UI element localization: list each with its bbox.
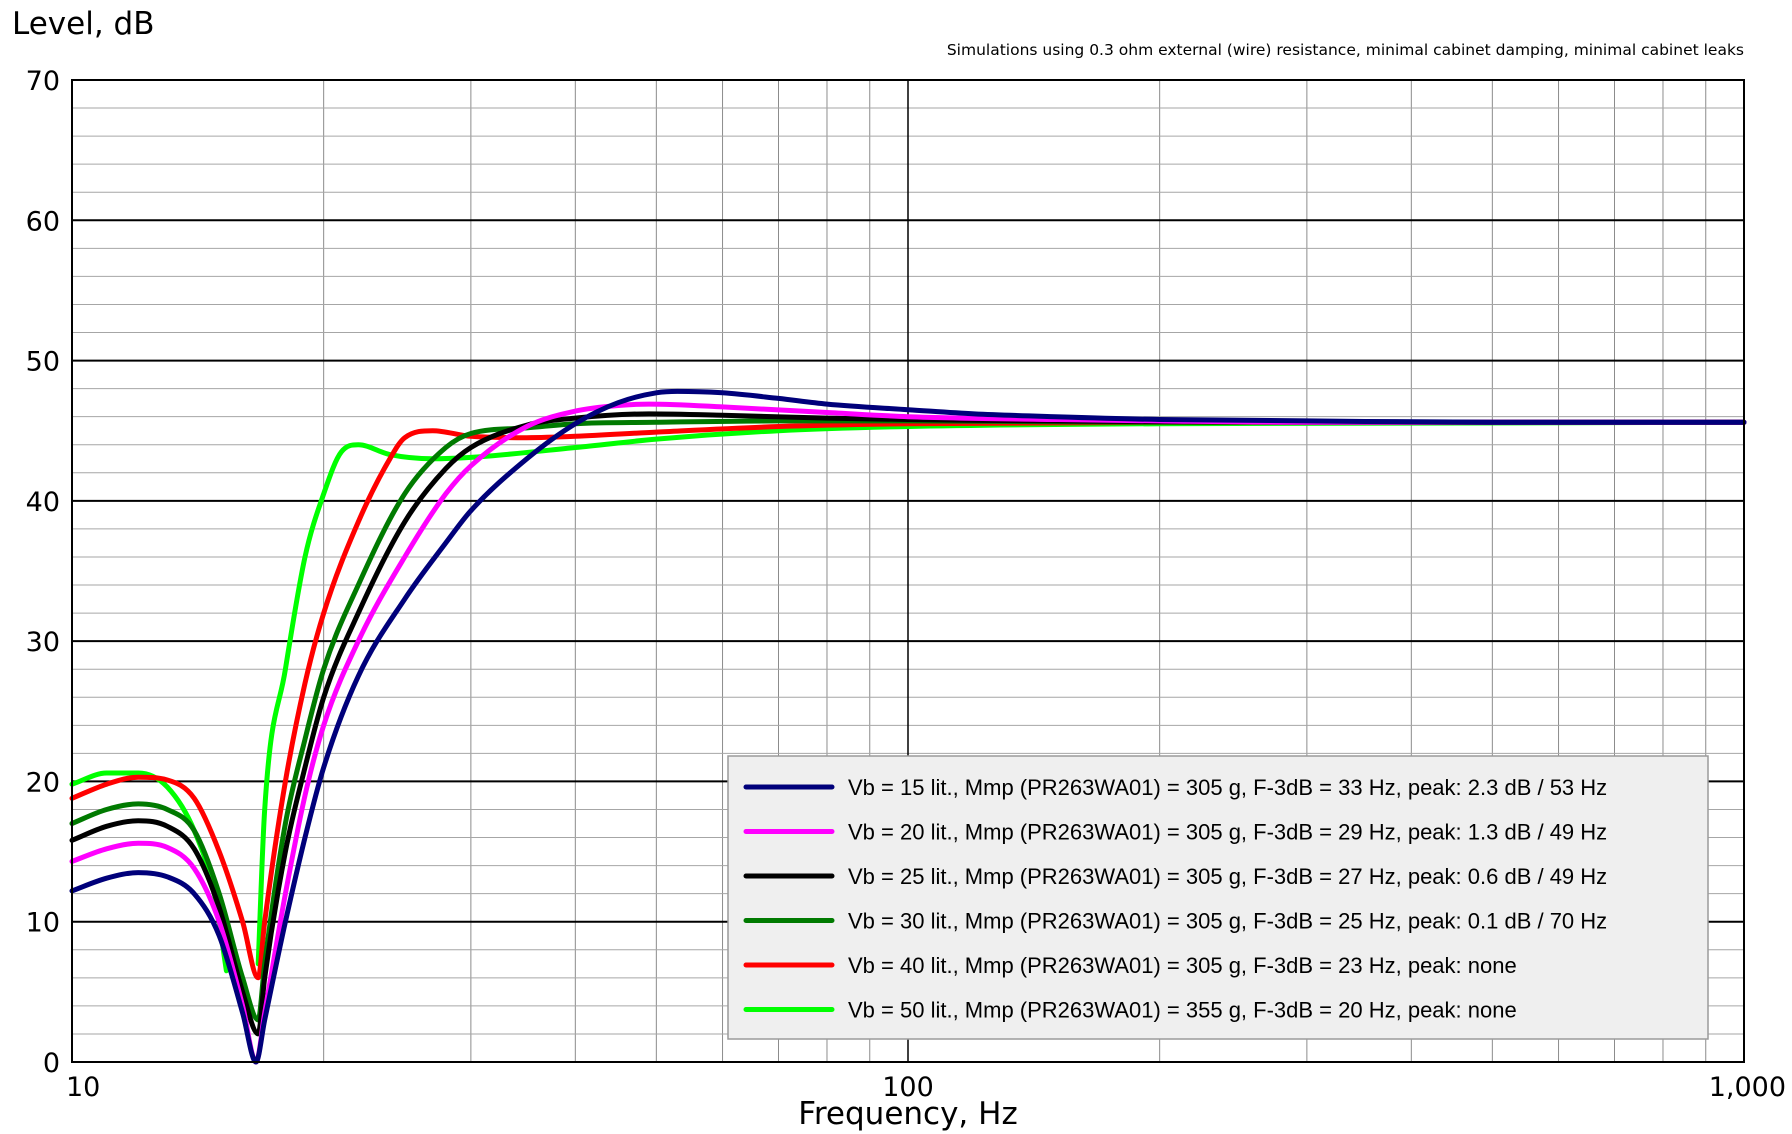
y-tick-label: 0 [43,1048,60,1079]
series-line [69,388,1747,1065]
legend-entry: Vb = 40 lit., Mmp (PR263WA01) = 305 g, F… [848,953,1517,978]
series-line [69,401,1747,1065]
legend-entry: Vb = 25 lit., Mmp (PR263WA01) = 305 g, F… [848,864,1607,889]
legend-box [727,755,1709,1040]
plot-frame [71,79,1745,1063]
x-tick-label: 10 [66,1072,100,1103]
y-tick-label: 70 [26,66,60,97]
chart-subtitle: Simulations using 0.3 ohm external (wire… [947,41,1744,59]
y-tick-label: 30 [26,627,60,658]
y-tick-label: 20 [26,767,60,798]
x-tick-labels: 10 100 1,000 [66,1072,1786,1103]
y-tick-label: 40 [26,487,60,518]
series-lines [69,388,1747,1065]
y-tick-label: 10 [26,908,60,939]
legend-entry: Vb = 30 lit., Mmp (PR263WA01) = 305 g, F… [848,909,1607,934]
y-axis-label: Level, dB [12,6,154,42]
x-tick-label: 100 [882,1072,934,1103]
y-tick-label: 50 [26,347,60,378]
legend-entry: Vb = 15 lit., Mmp (PR263WA01) = 305 g, F… [848,775,1607,800]
x-tick-label: 1,000 [1709,1072,1786,1103]
series-line [69,419,1747,981]
legend: Vb = 15 lit., Mmp (PR263WA01) = 305 g, F… [727,755,1709,1040]
legend-entry: Vb = 20 lit., Mmp (PR263WA01) = 305 g, F… [848,820,1607,845]
y-tick-label: 60 [26,206,60,237]
x-axis-label: Frequency, Hz [798,1096,1017,1132]
y-tick-labels: 0 10 20 30 40 50 60 70 [26,66,60,1079]
legend-entry: Vb = 50 lit., Mmp (PR263WA01) = 355 g, F… [848,998,1517,1023]
